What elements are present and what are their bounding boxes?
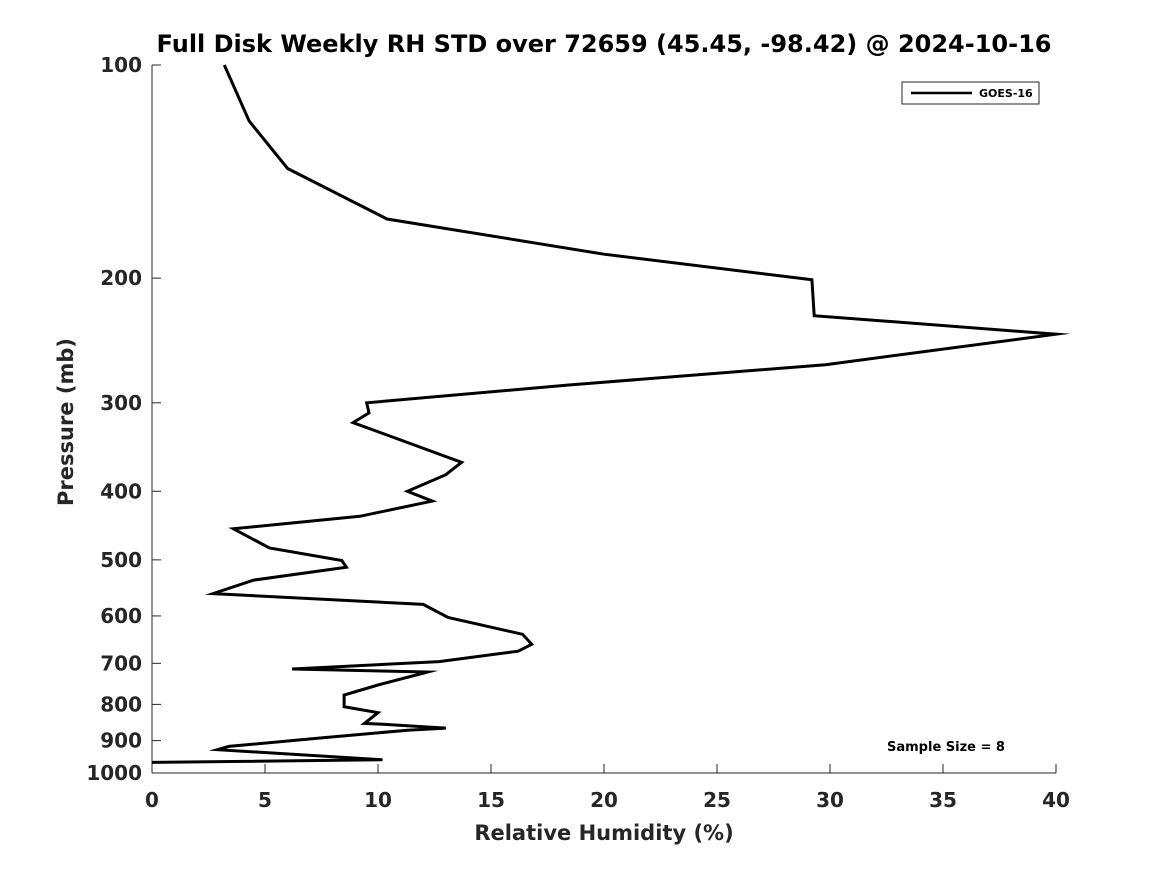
y-tick-label: 500 <box>100 548 142 572</box>
y-tick-label: 600 <box>100 604 142 628</box>
sample-size-annotation: Sample Size = 8 <box>887 740 1005 755</box>
y-tick-label: 900 <box>100 729 142 753</box>
x-ticks: 0 5 10 15 20 25 30 35 40 <box>145 764 1070 812</box>
y-tick-label: 800 <box>100 692 142 716</box>
x-axis-label: Relative Humidity (%) <box>474 821 733 845</box>
chart-title: Full Disk Weekly RH STD over 72659 (45.4… <box>157 30 1052 58</box>
y-tick-label: 700 <box>100 651 142 675</box>
plot-area <box>152 65 1056 773</box>
legend: GOES-16 <box>901 81 1040 105</box>
x-tick-label: 25 <box>703 788 731 812</box>
x-tick-label: 35 <box>929 788 957 812</box>
y-tick-label: 400 <box>100 479 142 503</box>
x-tick-label: 30 <box>816 788 844 812</box>
y-tick-label: 100 <box>100 53 142 77</box>
x-tick-label: 0 <box>145 788 159 812</box>
y-ticks: 100 200 300 400 500 600 700 800 900 1000 <box>86 53 161 785</box>
x-tick-label: 40 <box>1042 788 1070 812</box>
x-tick-label: 15 <box>477 788 505 812</box>
x-tick-label: 20 <box>590 788 618 812</box>
series-group <box>151 64 1071 764</box>
y-tick-label: 1000 <box>86 761 142 785</box>
legend-label-goes-16: GOES-16 <box>979 87 1033 100</box>
series-line-goes-16 <box>151 64 1071 764</box>
y-tick-label: 300 <box>100 391 142 415</box>
y-axis-label: Pressure (mb) <box>54 338 78 506</box>
y-tick-label: 200 <box>100 266 142 290</box>
x-tick-label: 5 <box>258 788 272 812</box>
x-tick-label: 10 <box>364 788 392 812</box>
